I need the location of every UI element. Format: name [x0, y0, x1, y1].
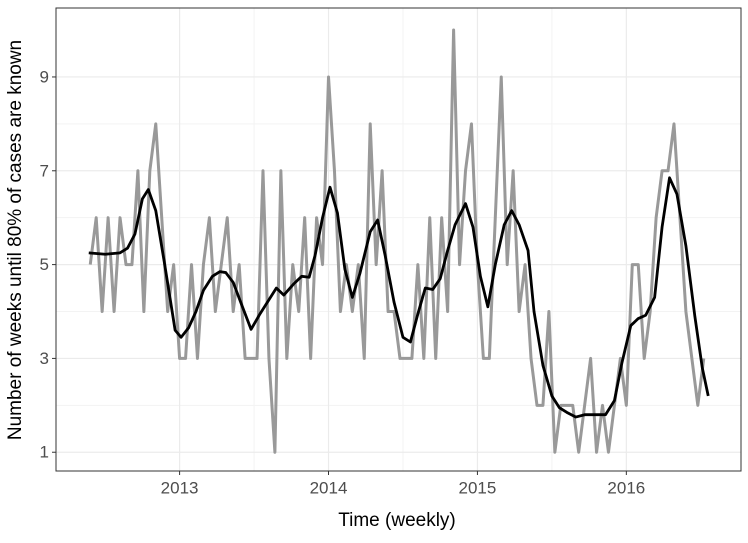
y-tick-label: 3	[40, 349, 49, 368]
line	[88, 28, 706, 454]
panel-border	[55, 7, 742, 472]
x-tick-label: 2014	[310, 478, 348, 497]
x-tick-label: 2015	[459, 478, 497, 497]
x-axis-title: Time (weekly)	[338, 510, 456, 531]
y-tick-label: 1	[40, 443, 49, 462]
x-tick-label: 2013	[161, 478, 199, 497]
line	[88, 176, 710, 419]
y-axis-title: Number of weeks until 80% of cases are k…	[5, 40, 26, 440]
x-tick-label: 2016	[607, 478, 645, 497]
y-tick-label: 7	[40, 161, 49, 180]
y-tick-label: 9	[40, 67, 49, 86]
y-tick-label: 5	[40, 255, 49, 274]
